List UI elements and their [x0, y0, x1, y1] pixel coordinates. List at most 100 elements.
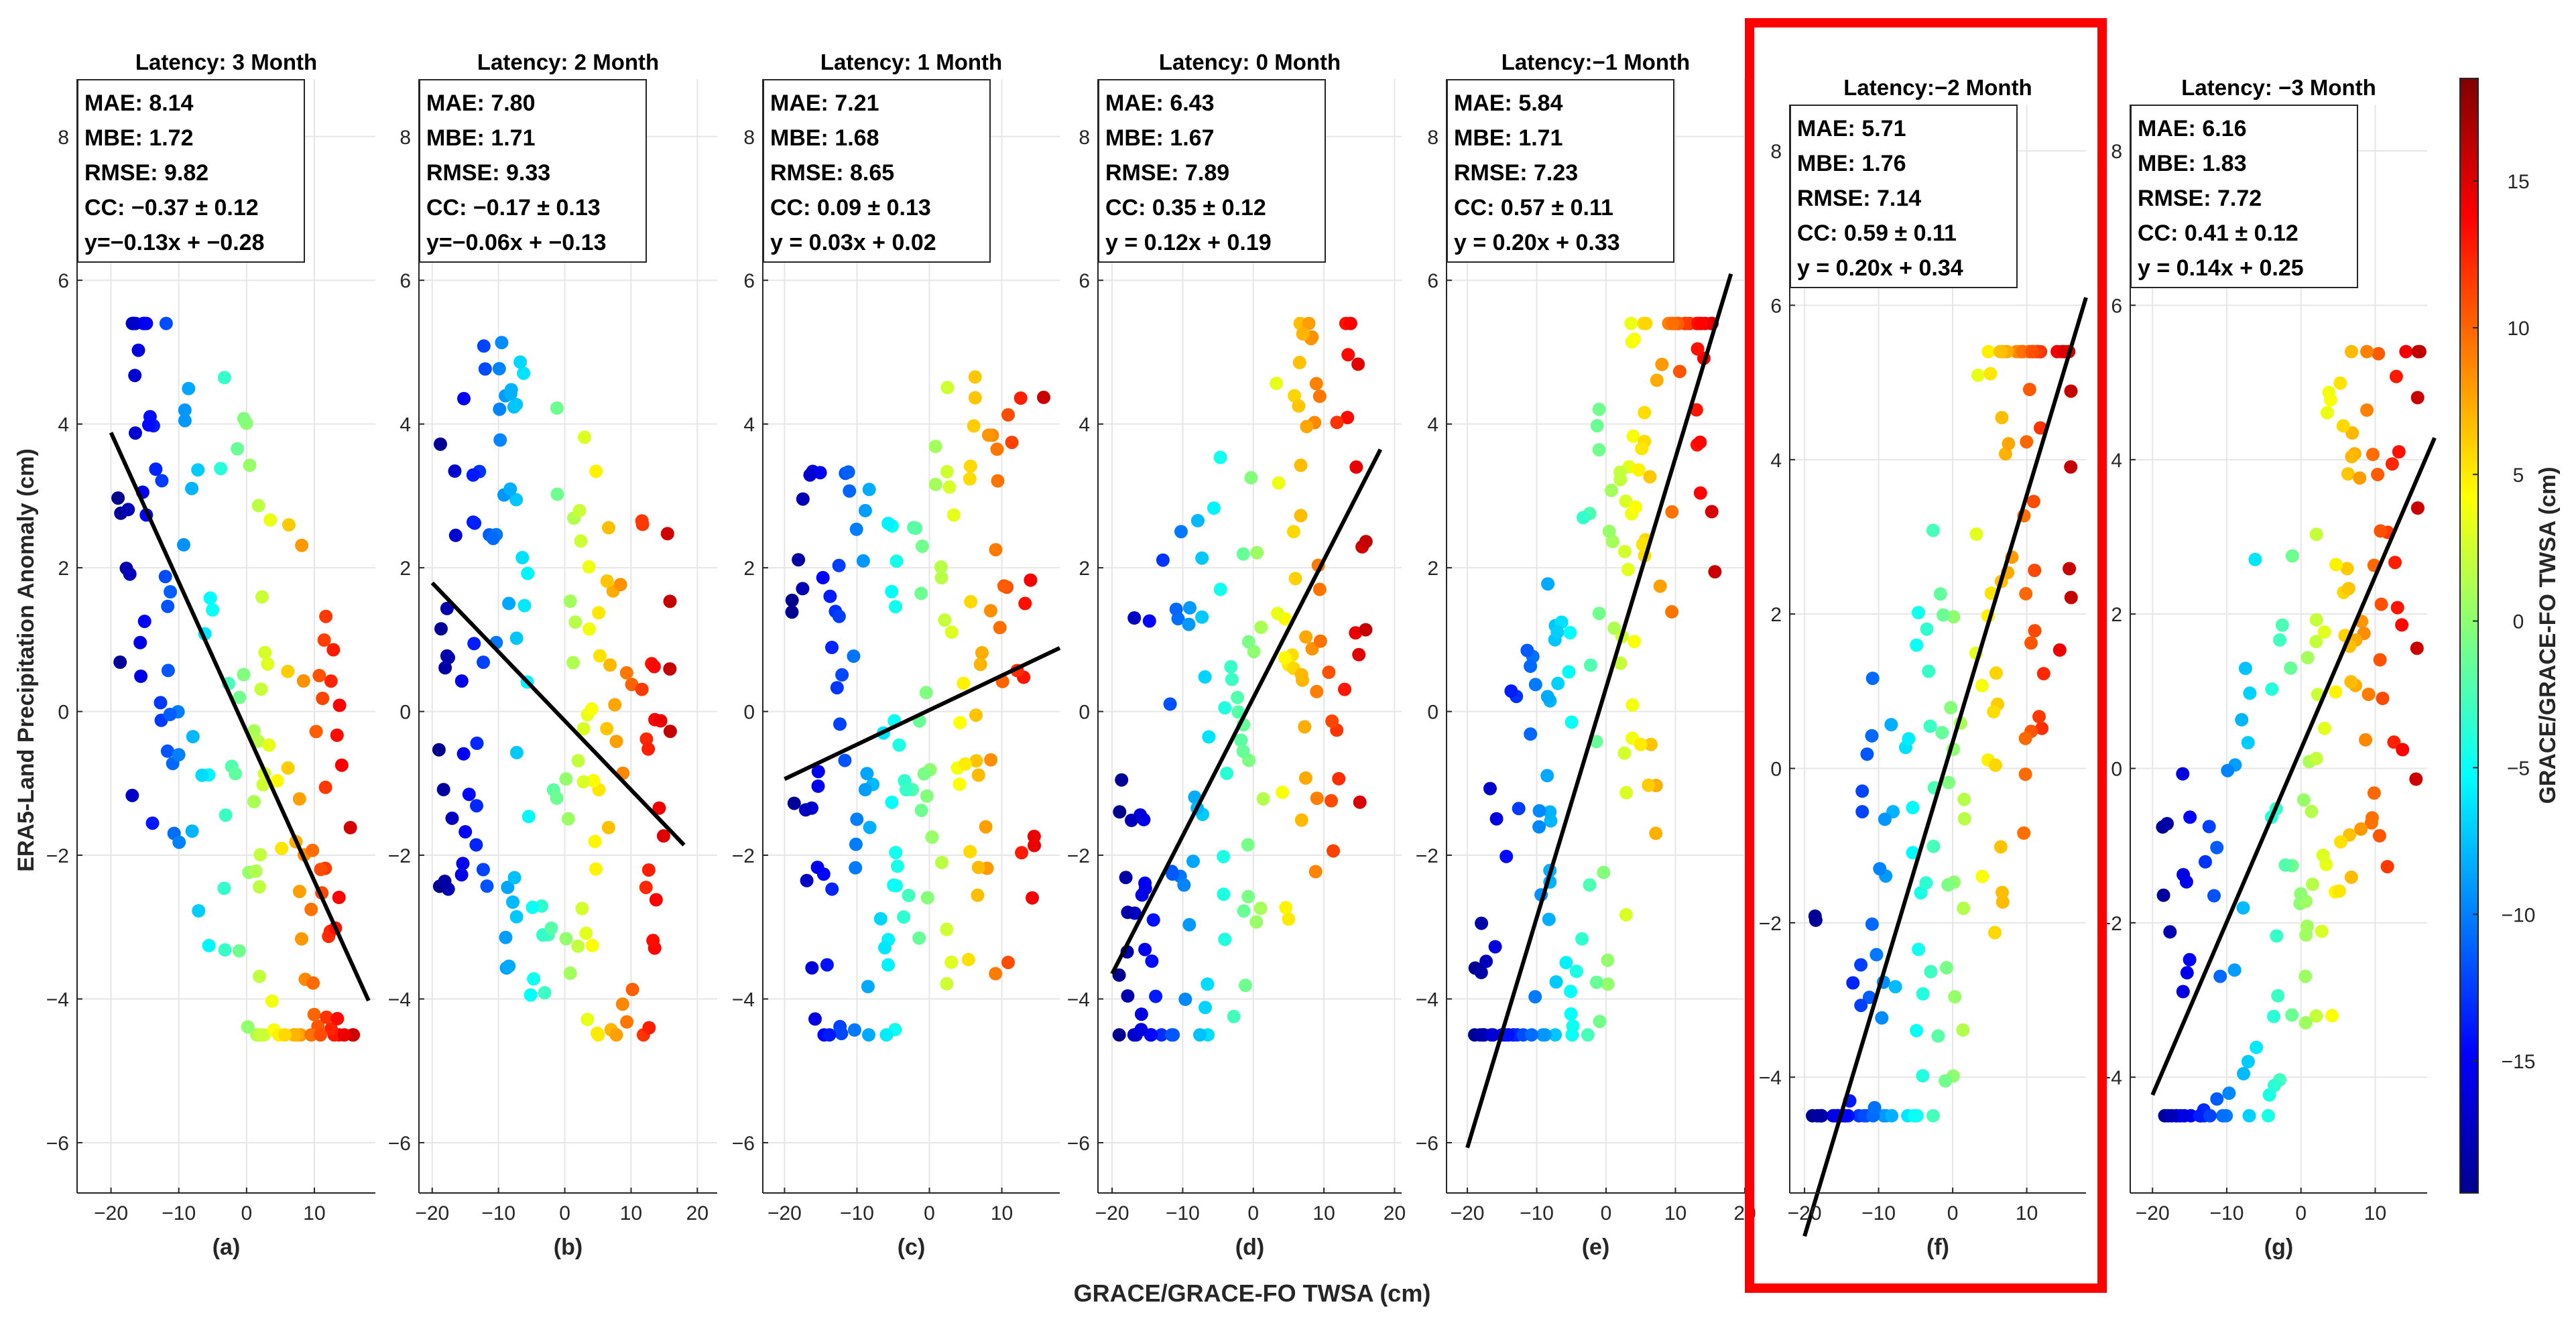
- scatter-point: [1583, 658, 1597, 672]
- scatter-point: [971, 768, 985, 782]
- scatter-point: [1957, 812, 1971, 826]
- y-tick-label: 0: [1770, 759, 1782, 781]
- colorbar-gradient: [2459, 78, 2479, 1194]
- x-tick-label: −20: [94, 1202, 128, 1224]
- stats-line: MBE: 1.68: [770, 125, 879, 151]
- y-tick-label: 2: [58, 558, 69, 580]
- scatter-point: [832, 558, 846, 572]
- scatter-point: [159, 316, 173, 330]
- scatter-point: [1236, 745, 1250, 758]
- scatter-point: [237, 412, 251, 426]
- scatter-point: [1475, 916, 1489, 930]
- scatter-point: [509, 909, 524, 924]
- scatter-point: [163, 708, 177, 721]
- panel-title: Latency: 2 Month: [477, 50, 659, 74]
- scatter-point: [1885, 1109, 1899, 1123]
- scatter-point: [1592, 607, 1606, 621]
- scatter-point: [1520, 643, 1534, 657]
- scatter-point: [337, 1028, 351, 1042]
- scatter-point: [2180, 966, 2194, 980]
- scatter-point: [660, 527, 674, 541]
- fit-line: [784, 646, 1061, 781]
- scatter-point: [332, 891, 346, 904]
- scatter-point: [1241, 838, 1255, 852]
- scatter-point: [1341, 348, 1355, 362]
- scatter-point: [1198, 670, 1212, 684]
- scatter-point: [981, 428, 995, 442]
- scatter-point: [434, 622, 448, 636]
- scatter-point: [2227, 963, 2242, 977]
- scatter-point: [881, 517, 896, 530]
- scatter-point: [1202, 730, 1216, 744]
- scatter-point: [1213, 582, 1227, 596]
- stats-line: y=−0.13x + −0.28: [84, 230, 264, 255]
- scatter-point: [1142, 614, 1156, 628]
- scatter-point: [1353, 795, 1367, 809]
- y-tick-label: 8: [58, 127, 69, 149]
- y-tick-label: 6: [1079, 270, 1090, 292]
- scatter-point: [993, 621, 1007, 635]
- scatter-point: [2278, 858, 2292, 872]
- scatter-point: [642, 1021, 656, 1035]
- scatter-point: [1617, 746, 1632, 760]
- scatter-point: [538, 986, 552, 1000]
- scatter-point: [609, 1028, 623, 1042]
- scatter-point: [123, 567, 137, 581]
- scatter-point: [1855, 805, 1869, 819]
- y-tick-label: 6: [1427, 270, 1438, 292]
- scatter-point: [1655, 357, 1669, 371]
- scatter-point: [2320, 405, 2334, 420]
- scatter-point: [2317, 625, 2331, 639]
- scatter-point: [515, 551, 530, 564]
- scatter-point: [2237, 1067, 2250, 1080]
- stats-line: MBE: 1.71: [1454, 125, 1563, 151]
- scatter-point: [792, 553, 806, 567]
- scatter-point: [1541, 577, 1555, 591]
- scatter-point: [820, 958, 834, 972]
- scatter-point: [601, 820, 615, 834]
- scatter-point: [1217, 887, 1231, 901]
- x-tick-label: 10: [991, 1202, 1013, 1224]
- scatter-point: [961, 952, 975, 966]
- scatter-point: [256, 777, 270, 792]
- scatter-point: [1653, 579, 1667, 593]
- scatter-point: [1689, 403, 1703, 417]
- scatter-point: [897, 910, 911, 924]
- scatter-point: [989, 543, 1003, 557]
- fit-line: [109, 432, 371, 1002]
- scatter-point: [1327, 844, 1340, 858]
- scatter-point: [639, 732, 654, 746]
- x-tick-label: 0: [1601, 1202, 1612, 1224]
- scatter-point: [1524, 727, 1538, 741]
- scatter-point: [456, 747, 471, 761]
- colorbar-tick-label: −15: [2502, 1051, 2536, 1073]
- scatter-point: [1884, 718, 1898, 732]
- scatter-point: [343, 820, 357, 834]
- scatter-point: [214, 462, 228, 476]
- scatter-point: [574, 534, 588, 548]
- scatter-point: [1302, 316, 1316, 330]
- scatter-point: [1254, 621, 1268, 634]
- scatter-point: [602, 521, 615, 535]
- scatter-point: [178, 403, 192, 417]
- scatter-point: [251, 734, 265, 748]
- x-tick-label: 10: [2364, 1202, 2386, 1224]
- scatter-point: [2332, 884, 2346, 898]
- scatter-point: [2412, 344, 2427, 359]
- scatter-point: [1995, 885, 2009, 899]
- scatter-point: [811, 779, 825, 793]
- scatter-point: [953, 716, 967, 730]
- scatter-point: [1543, 805, 1557, 819]
- scatter-point: [559, 932, 573, 946]
- scatter-point: [2372, 346, 2386, 361]
- scatter-point: [467, 637, 481, 651]
- scatter-point: [1236, 547, 1250, 561]
- scatter-point: [1341, 411, 1355, 424]
- scatter-point: [1349, 460, 1363, 474]
- scatter-point: [1693, 486, 1707, 500]
- scatter-point: [1987, 704, 2001, 718]
- scatter-point: [787, 796, 801, 810]
- x-tick-label: −10: [2210, 1202, 2244, 1224]
- stats-line: MAE: 5.84: [1454, 90, 1563, 116]
- scatter-point: [1279, 901, 1293, 915]
